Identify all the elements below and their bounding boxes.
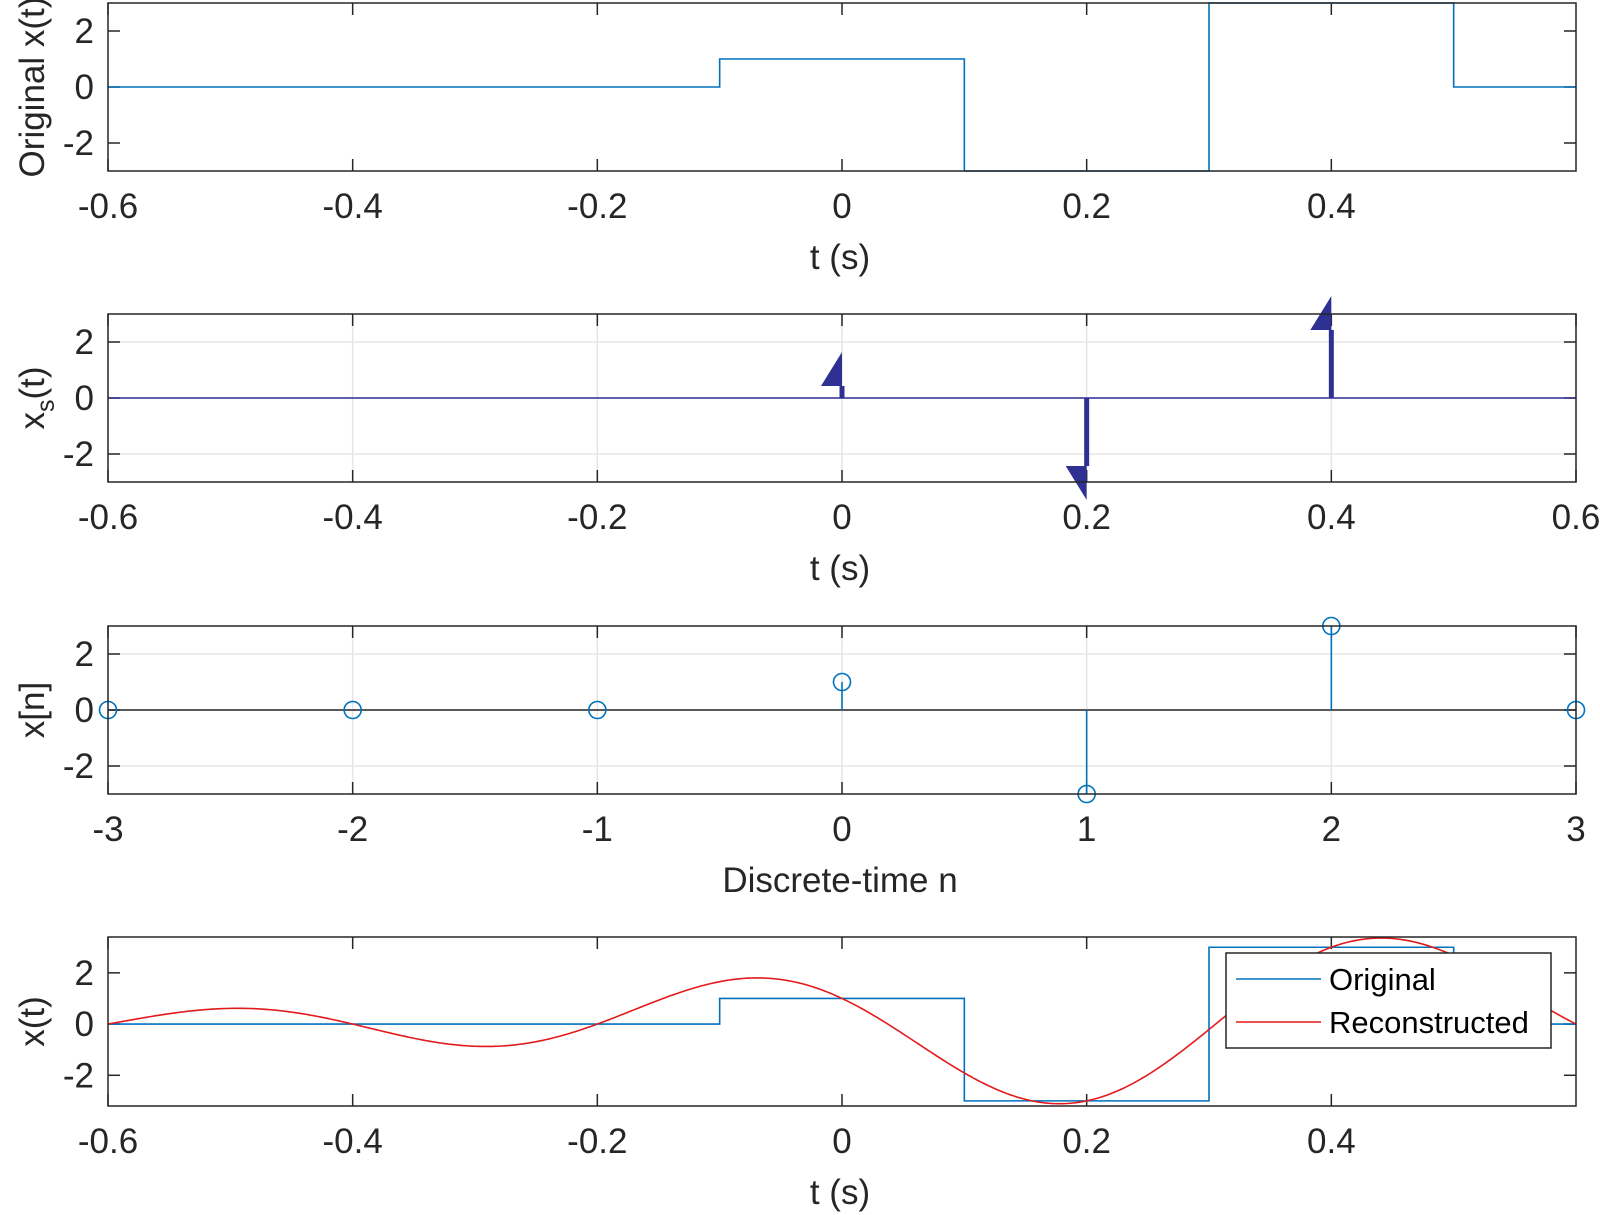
x-axis-label: t (s) — [810, 1173, 870, 1212]
stem-marker — [343, 700, 362, 720]
y-axis-label: Original x(t) — [13, 0, 52, 177]
x-tick-label: -0.6 — [78, 1122, 138, 1161]
legend: Original Reconstructed — [1225, 952, 1552, 1049]
y-tick-label: -2 — [63, 435, 94, 474]
y-tick-label: 0 — [75, 1005, 94, 1044]
y-tick-label: 2 — [75, 954, 94, 993]
x-tick-label: 0.2 — [1062, 187, 1111, 226]
stem-marker — [832, 672, 852, 692]
series-line-reconstructed — [108, 937, 1576, 1105]
x-tick-label: 0 — [832, 498, 851, 537]
y-axis-label-subscript: s — [32, 400, 60, 413]
x-tick-label: -0.4 — [323, 1122, 383, 1161]
x-tick-label: 2 — [1322, 810, 1341, 849]
x-tick-label: -0.6 — [78, 498, 138, 537]
y-axis-label: x(t) — [13, 996, 52, 1047]
axes-box — [107, 936, 1577, 1107]
x-tick-label: 0 — [832, 187, 851, 226]
x-tick-label: 0.4 — [1307, 1122, 1356, 1161]
y-axis-label: xs(t) — [13, 366, 60, 429]
x-tick-label: 0.4 — [1307, 187, 1356, 226]
y-tick-label: -2 — [63, 124, 94, 163]
x-tick-label: -0.2 — [567, 498, 627, 537]
y-tick-label: 2 — [75, 323, 94, 362]
stem-marker — [588, 700, 607, 720]
subplot-3: -3 -2 -1 0 1 2 3 -2 0 2 Discrete-time n x[n] — [13, 616, 1586, 900]
y-tick-label: 2 — [75, 12, 94, 51]
x-tick-label: -1 — [582, 810, 613, 849]
x-tick-label: -0.6 — [78, 187, 138, 226]
y-tick-label: 0 — [75, 691, 94, 730]
x-tick-label: 0.2 — [1062, 1122, 1111, 1161]
x-axis-label: t (s) — [810, 549, 870, 588]
legend-box — [1225, 952, 1552, 1049]
subplot-1: -0.6 -0.4 -0.2 0 0.2 0.4 -2 0 2 t (s) Original x(t… — [13, 0, 1577, 277]
legend-entry: Original — [1329, 962, 1436, 997]
legend-entry: Reconstructed — [1329, 1005, 1529, 1040]
y-axis-label-base: x — [13, 412, 52, 430]
x-tick-label: -0.2 — [567, 187, 627, 226]
x-axis-label: t (s) — [810, 238, 870, 277]
y-tick-label: 0 — [75, 379, 94, 418]
y-tick-label: -2 — [63, 747, 94, 786]
y-tick-label: 0 — [75, 68, 94, 107]
subplot-2: -0.6 -0.4 -0.2 0 0.2 0.4 0.6 -2 0 2 t (s) xs(t) — [13, 296, 1600, 588]
x-tick-label: 0 — [832, 1122, 851, 1161]
x-axis-label: Discrete-time n — [722, 861, 957, 900]
x-tick-label: 0.6 — [1552, 498, 1600, 537]
impulse-arrowhead — [1310, 296, 1353, 330]
impulse-arrowhead — [821, 352, 863, 386]
subplot-4: -0.6 -0.4 -0.2 0 0.2 0.4 -2 0 2 t (s) x(t) Original… — [13, 936, 1577, 1212]
x-tick-label: -0.2 — [567, 1122, 627, 1161]
x-tick-label: 1 — [1077, 810, 1096, 849]
y-axis-label: x[n] — [13, 682, 52, 738]
x-tick-label: 0.2 — [1062, 498, 1111, 537]
x-tick-label: -3 — [92, 810, 123, 849]
x-tick-label: -0.4 — [323, 498, 383, 537]
impulse-arrowhead — [1065, 466, 1108, 500]
x-tick-label: -2 — [337, 810, 368, 849]
y-axis-label-tail: (t) — [13, 366, 52, 399]
y-tick-label: -2 — [63, 1056, 94, 1095]
x-tick-label: 0.4 — [1307, 498, 1356, 537]
x-tick-label: 0 — [832, 810, 851, 849]
axes-box — [107, 2, 1577, 172]
x-tick-label: 3 — [1566, 810, 1585, 849]
x-tick-label: -0.4 — [323, 187, 383, 226]
y-tick-label: 2 — [75, 635, 94, 674]
axes-box — [107, 313, 1577, 483]
axes-box — [107, 625, 1577, 795]
